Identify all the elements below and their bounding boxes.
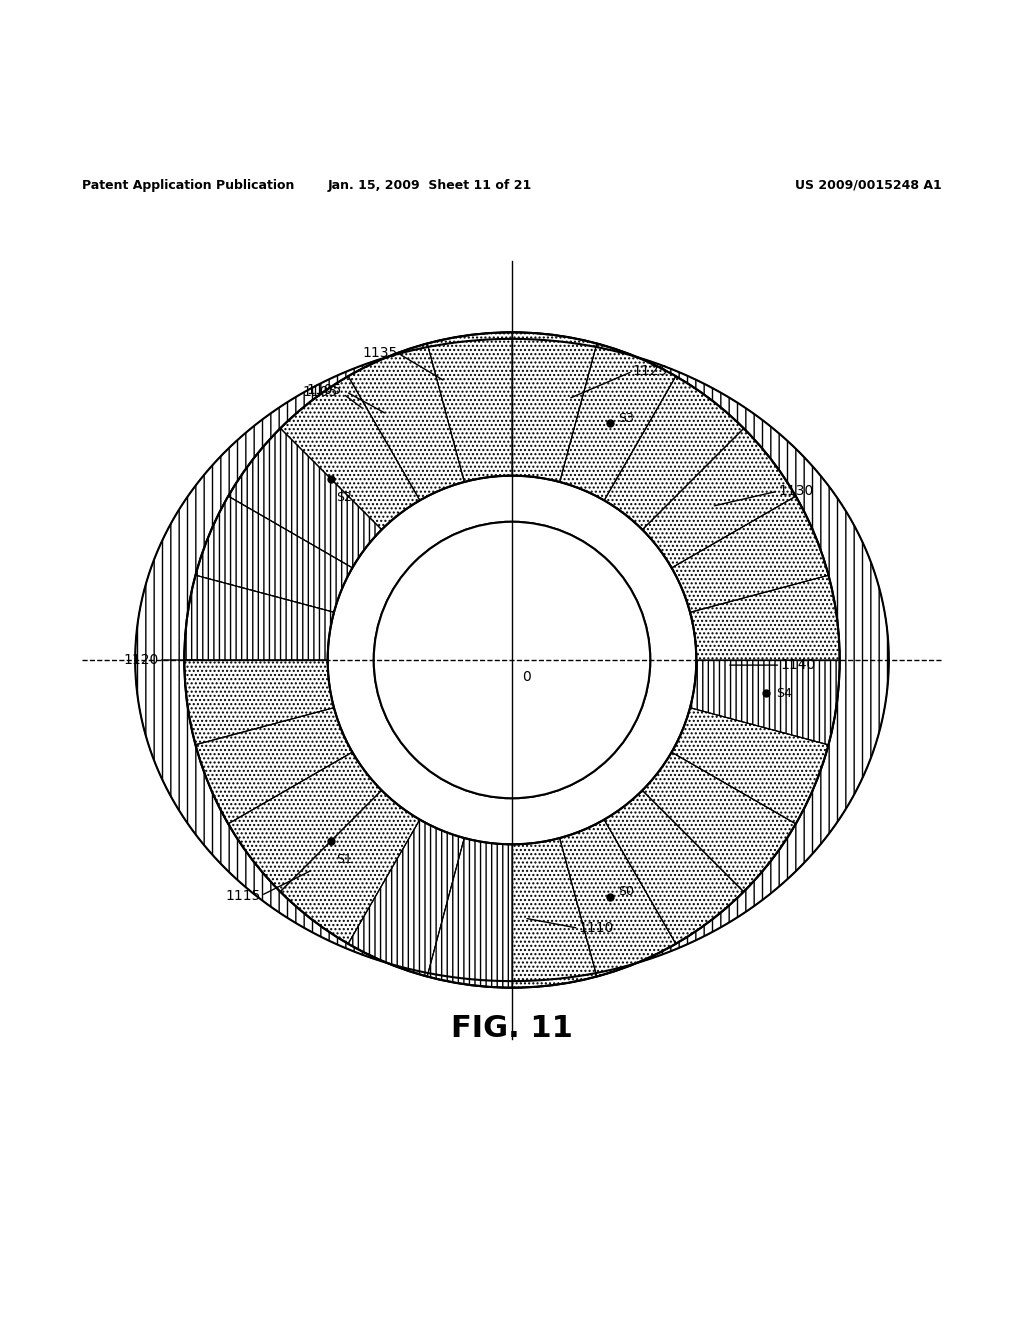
Text: 1130: 1130 bbox=[778, 484, 813, 498]
Wedge shape bbox=[604, 791, 743, 944]
Text: FIG. 11: FIG. 11 bbox=[451, 1014, 573, 1043]
Text: 1115: 1115 bbox=[225, 888, 261, 903]
Wedge shape bbox=[690, 576, 840, 660]
Wedge shape bbox=[642, 428, 796, 568]
Text: S3: S3 bbox=[618, 412, 634, 425]
Wedge shape bbox=[196, 496, 352, 612]
Text: 1105: 1105 bbox=[307, 383, 342, 397]
Wedge shape bbox=[427, 838, 512, 987]
Wedge shape bbox=[690, 660, 840, 744]
Text: S1: S1 bbox=[336, 853, 352, 866]
Wedge shape bbox=[281, 791, 420, 944]
Text: US 2009/0015248 A1: US 2009/0015248 A1 bbox=[796, 178, 942, 191]
Text: 1140: 1140 bbox=[780, 659, 815, 672]
PathPatch shape bbox=[135, 333, 889, 987]
Circle shape bbox=[374, 521, 650, 799]
Text: 0: 0 bbox=[522, 671, 531, 684]
Text: 1110: 1110 bbox=[579, 921, 614, 936]
Text: S2: S2 bbox=[336, 491, 352, 504]
Text: Jan. 15, 2009  Sheet 11 of 21: Jan. 15, 2009 Sheet 11 of 21 bbox=[328, 178, 532, 191]
Polygon shape bbox=[184, 333, 840, 987]
Wedge shape bbox=[672, 496, 828, 612]
Wedge shape bbox=[642, 752, 796, 892]
Wedge shape bbox=[281, 376, 420, 529]
Wedge shape bbox=[512, 333, 597, 482]
Wedge shape bbox=[184, 576, 334, 660]
Wedge shape bbox=[228, 752, 382, 892]
Wedge shape bbox=[672, 708, 828, 824]
Wedge shape bbox=[560, 343, 676, 500]
Wedge shape bbox=[228, 428, 382, 568]
Wedge shape bbox=[560, 820, 676, 977]
Text: 1135: 1135 bbox=[362, 346, 397, 360]
Text: 1125: 1125 bbox=[633, 364, 668, 379]
Circle shape bbox=[374, 521, 650, 799]
Text: S0: S0 bbox=[618, 884, 634, 898]
Wedge shape bbox=[184, 660, 334, 744]
Text: Patent Application Publication: Patent Application Publication bbox=[82, 178, 294, 191]
Wedge shape bbox=[196, 708, 352, 824]
Wedge shape bbox=[348, 343, 464, 500]
Text: S4: S4 bbox=[776, 686, 792, 700]
Text: 1120: 1120 bbox=[124, 653, 159, 667]
Text: 1105: 1105 bbox=[303, 384, 338, 399]
Wedge shape bbox=[348, 820, 464, 977]
Wedge shape bbox=[427, 333, 512, 482]
Wedge shape bbox=[604, 376, 743, 529]
Wedge shape bbox=[512, 838, 597, 987]
